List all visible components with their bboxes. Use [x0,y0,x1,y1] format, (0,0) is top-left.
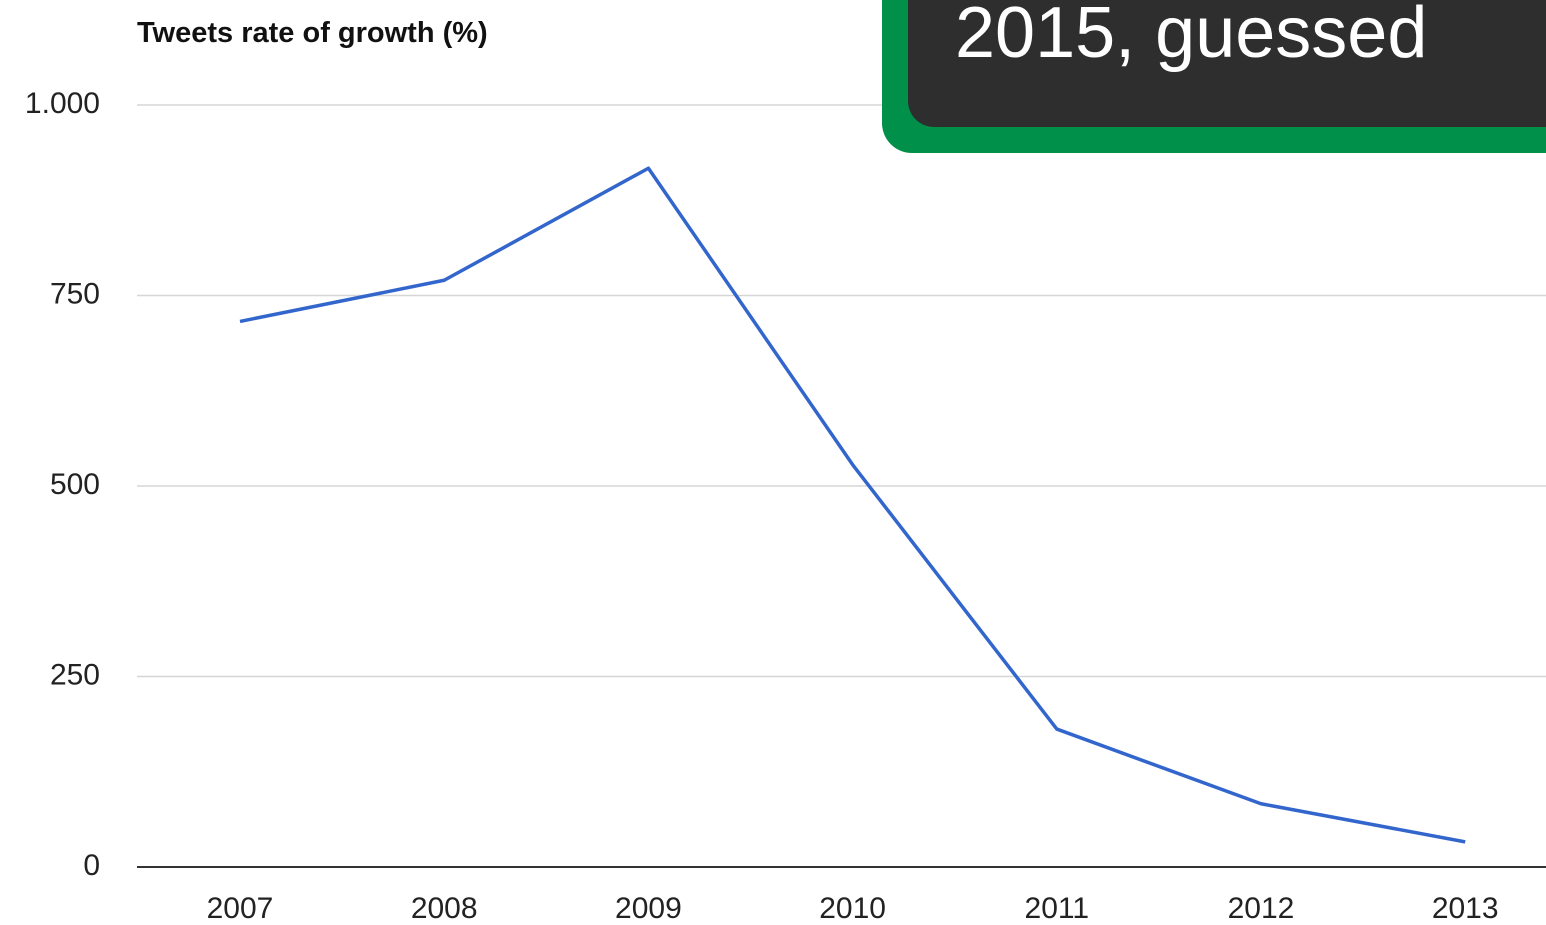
labels: 0 250 500 750 1.000 2007 2008 2009 2010 2011 2012 2… [25,87,1499,925]
overlay: 2015, guessed [882,0,1546,153]
y-tick-label: 750 [50,277,100,310]
x-tick-label: 2011 [1025,892,1090,925]
overlay-text: 2015, guessed [955,0,1427,73]
y-tick-label: 0 [83,849,100,882]
x-tick-label: 2007 [207,892,274,925]
y-tick-label: 500 [50,468,100,501]
grid [137,104,1546,868]
marks [239,166,1466,844]
data-line [239,166,1466,844]
x-tick-label: 2010 [819,892,886,925]
x-tick-label: 2013 [1432,892,1499,925]
chart-title: Tweets rate of growth (%) [137,17,488,49]
x-tick-label: 2008 [411,892,478,925]
x-tick-label: 2012 [1228,892,1295,925]
y-tick-label: 250 [50,658,100,691]
x-tick-label: 2009 [615,892,682,925]
y-tick-label: 1.000 [25,87,100,120]
overlay-box [908,0,1546,127]
